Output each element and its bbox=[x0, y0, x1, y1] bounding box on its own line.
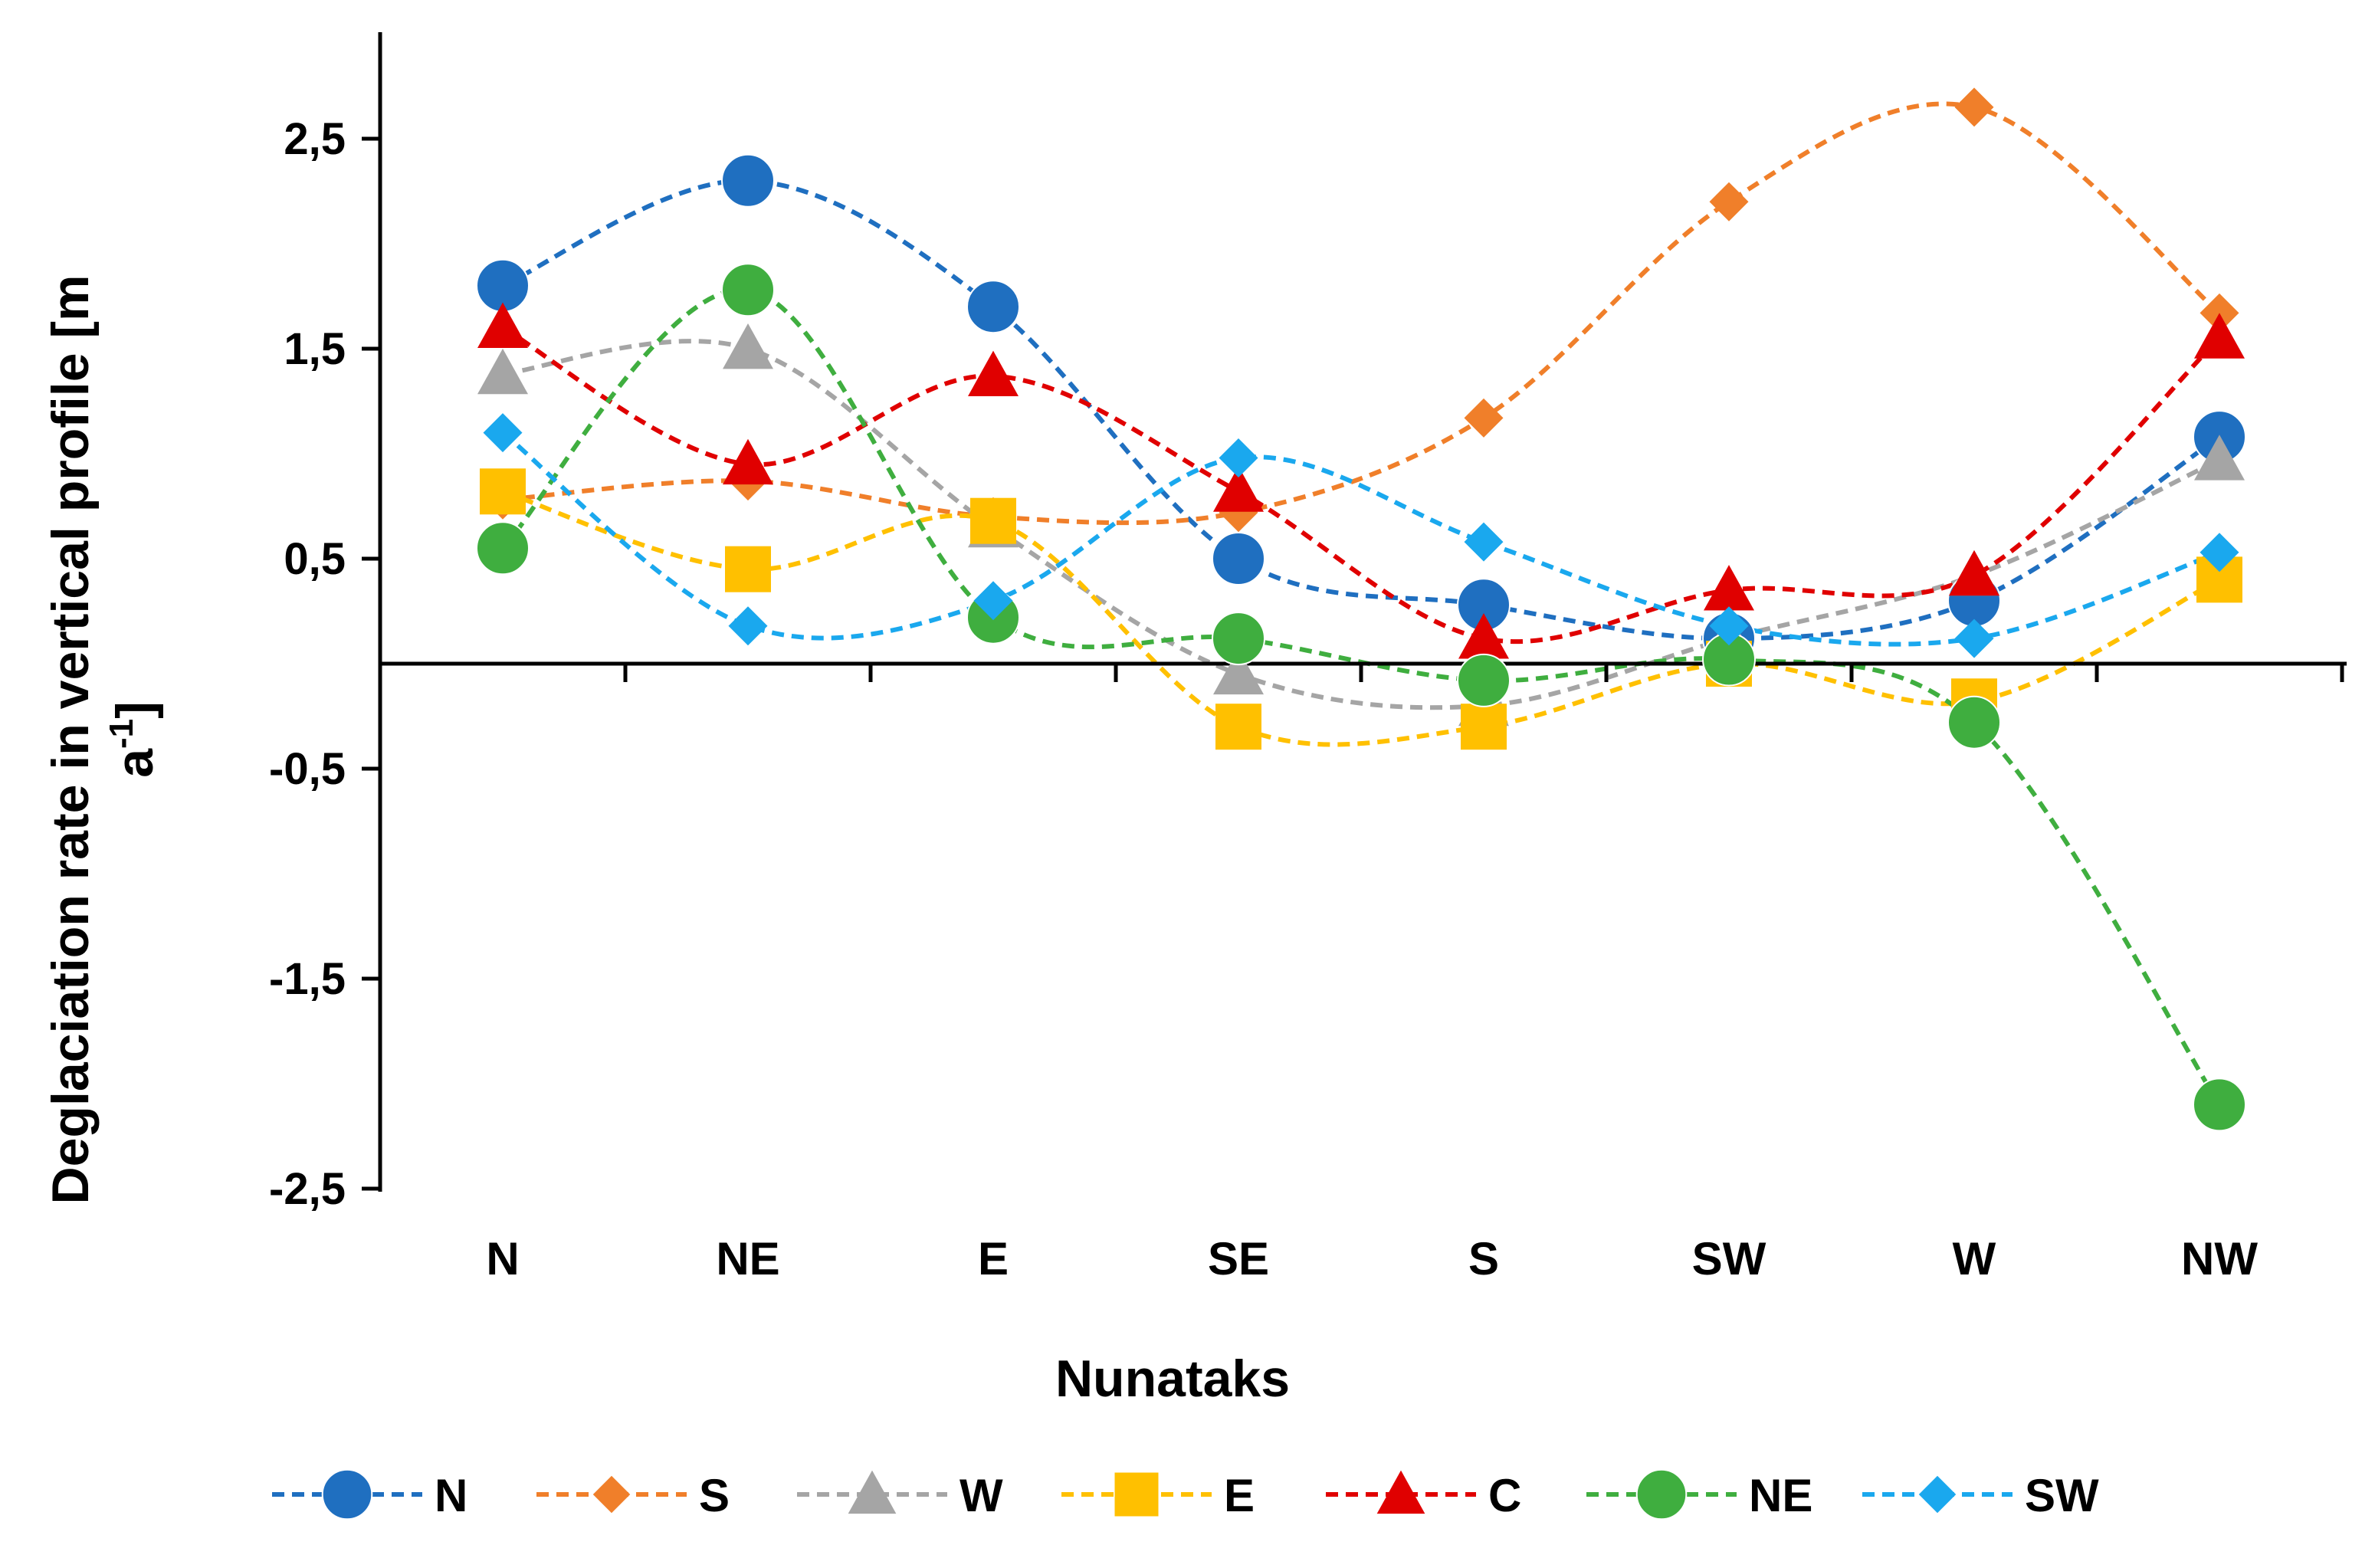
axes bbox=[378, 32, 2347, 1192]
legend-item-e: E bbox=[1061, 1470, 1255, 1521]
legend-swatch-marker bbox=[848, 1470, 897, 1514]
data-point-c bbox=[1458, 613, 1509, 659]
y-tick-label: 0,5 bbox=[284, 534, 346, 584]
data-point-n bbox=[721, 153, 775, 208]
data-point-ne bbox=[2193, 1078, 2246, 1132]
data-point-e bbox=[480, 468, 526, 515]
tick-marks bbox=[362, 136, 2344, 1191]
markers bbox=[476, 87, 2246, 1132]
y-tick-label: -1,5 bbox=[269, 954, 346, 1004]
y-tick-label: 2,5 bbox=[284, 114, 346, 164]
data-point-n bbox=[966, 280, 1020, 334]
data-point-e bbox=[1461, 704, 1507, 750]
data-point-n bbox=[1212, 532, 1265, 586]
data-point-ne bbox=[476, 521, 530, 576]
legend-swatch-marker bbox=[1376, 1470, 1425, 1514]
data-point-sw bbox=[1219, 438, 1258, 477]
legend-item-n: N bbox=[272, 1468, 467, 1521]
series-line-n bbox=[501, 178, 2221, 641]
data-point-e bbox=[1215, 704, 1261, 750]
x-category-label: W bbox=[1953, 1233, 1996, 1284]
data-point-ne bbox=[1947, 695, 2001, 750]
tick-labels: 2,5 1,5 0,5 -0,5 -1,5 -2,5 N NE E SE S SW W NW bbox=[269, 114, 2258, 1284]
data-point-ne bbox=[1457, 653, 1511, 707]
x-category-label: SE bbox=[1208, 1233, 1269, 1284]
legend-swatch-marker bbox=[1918, 1475, 1957, 1514]
data-point-e bbox=[970, 497, 1016, 544]
data-point-c bbox=[1949, 549, 1999, 596]
legend-label: C bbox=[1488, 1470, 1521, 1521]
series-line-e bbox=[502, 489, 2221, 747]
data-point-sw bbox=[483, 413, 523, 453]
x-category-label: NW bbox=[2181, 1233, 2258, 1284]
y-axis-title-line-1: Deglaciation rate in vertical profile [m bbox=[41, 274, 100, 1204]
y-axis-title-exponent: -1 bbox=[103, 719, 140, 749]
data-point-c bbox=[2194, 313, 2245, 359]
data-point-s bbox=[1954, 87, 1994, 127]
legend-swatch-marker bbox=[1635, 1468, 1688, 1520]
data-point-sw bbox=[1709, 606, 1749, 646]
x-category-label: E bbox=[978, 1233, 1009, 1284]
legend-label: W bbox=[960, 1470, 1003, 1521]
data-point-c bbox=[1213, 466, 1264, 512]
data-point-sw bbox=[728, 606, 768, 646]
data-point-c bbox=[723, 438, 773, 485]
legend-swatch-marker bbox=[592, 1475, 631, 1514]
legend-label: S bbox=[699, 1470, 730, 1521]
data-point-w bbox=[723, 323, 773, 369]
data-point-ne bbox=[721, 263, 775, 317]
legend-label: N bbox=[435, 1470, 467, 1521]
y-axis-title-line-2: a-1] bbox=[103, 701, 164, 778]
x-axis-title: Nunataks bbox=[1055, 1350, 1290, 1408]
x-category-label: SW bbox=[1692, 1233, 1766, 1284]
y-tick-label: -0,5 bbox=[269, 744, 346, 794]
data-point-ne bbox=[1212, 612, 1265, 666]
legend-label: NE bbox=[1749, 1470, 1812, 1521]
y-axis-title: Deglaciation rate in vertical profile [m… bbox=[41, 274, 164, 1204]
data-point-sw bbox=[2199, 533, 2239, 572]
legend-swatch-marker bbox=[1114, 1472, 1159, 1517]
data-point-c bbox=[968, 350, 1019, 396]
series-line-w bbox=[502, 339, 2221, 710]
legend-item-sw: SW bbox=[1862, 1470, 2099, 1521]
legend-label: SW bbox=[2025, 1470, 2099, 1521]
legend-item-w: W bbox=[797, 1470, 1003, 1521]
data-point-c bbox=[477, 302, 528, 348]
data-point-sw bbox=[1464, 522, 1504, 562]
data-point-s bbox=[1709, 182, 1749, 221]
data-point-c bbox=[1704, 565, 1754, 611]
data-point-w bbox=[2194, 435, 2245, 481]
legend-item-s: S bbox=[536, 1470, 730, 1521]
legend-item-c: C bbox=[1326, 1470, 1521, 1521]
legend-swatch-marker bbox=[321, 1468, 373, 1520]
data-point-e bbox=[725, 546, 771, 592]
x-category-label: S bbox=[1468, 1233, 1499, 1284]
legend-item-ne: NE bbox=[1586, 1468, 1812, 1521]
y-axis-title-unit: a bbox=[106, 748, 164, 778]
x-category-label: N bbox=[486, 1233, 519, 1284]
legend: N S W E C NE SW bbox=[272, 1468, 2099, 1521]
y-axis-title-bracket: ] bbox=[106, 701, 164, 719]
data-point-s bbox=[1464, 398, 1504, 438]
y-tick-label: -2,5 bbox=[269, 1164, 346, 1214]
y-tick-label: 1,5 bbox=[284, 324, 346, 374]
data-point-sw bbox=[1954, 618, 1994, 658]
legend-label: E bbox=[1224, 1470, 1255, 1521]
x-category-label: NE bbox=[716, 1233, 779, 1284]
data-point-sw bbox=[973, 581, 1013, 621]
data-point-w bbox=[1213, 648, 1264, 695]
data-point-w bbox=[477, 348, 528, 395]
